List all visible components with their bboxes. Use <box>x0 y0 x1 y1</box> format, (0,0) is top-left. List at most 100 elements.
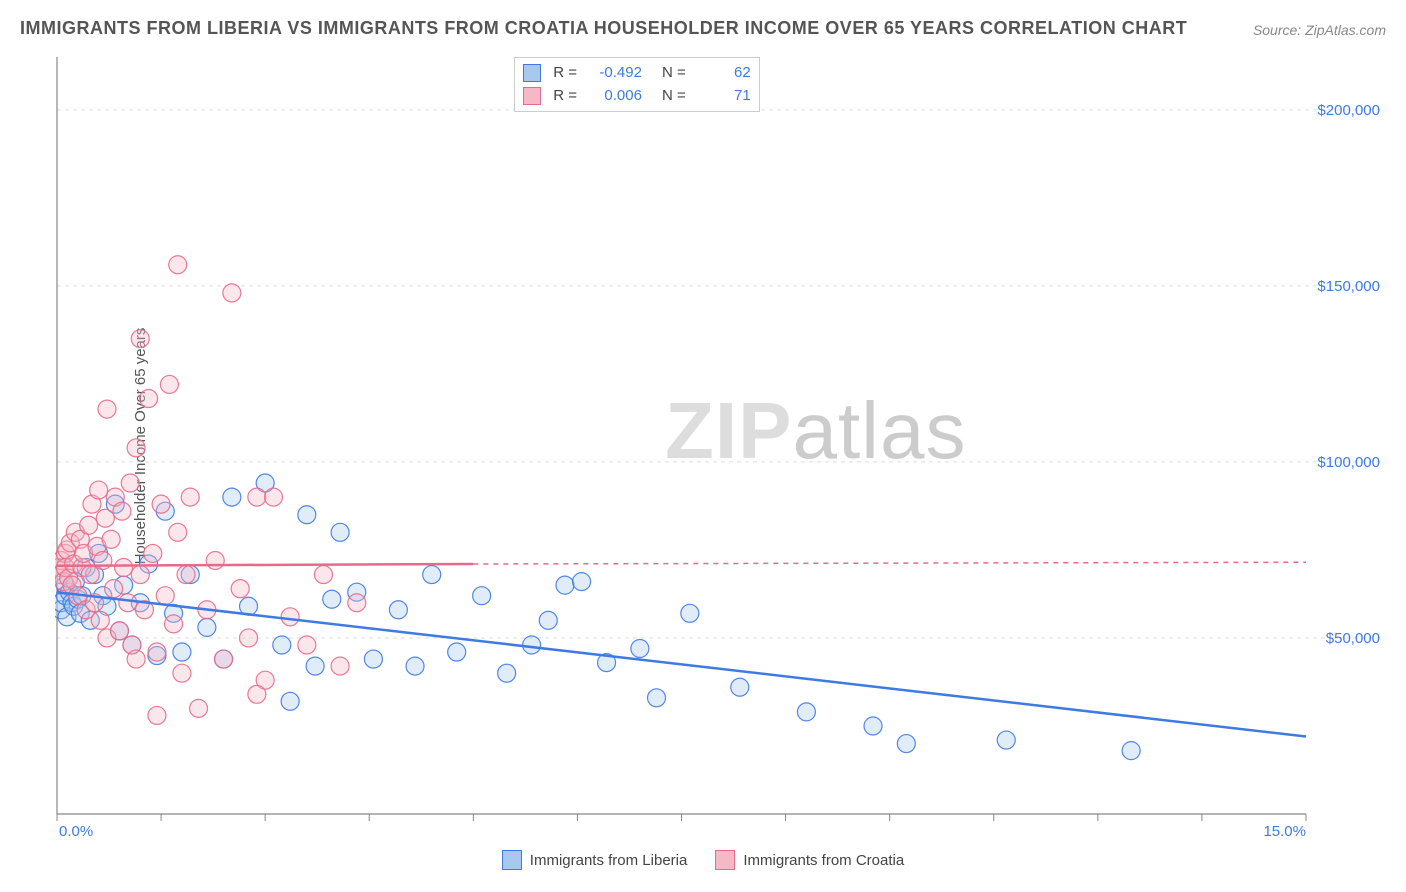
data-point-croatia <box>113 502 131 520</box>
data-point-croatia <box>181 488 199 506</box>
series-legend: Immigrants from Liberia Immigrants from C… <box>0 850 1406 874</box>
data-point-croatia <box>115 559 133 577</box>
legend-label: Immigrants from Croatia <box>743 852 904 869</box>
data-point-croatia <box>81 566 99 584</box>
legend-swatch <box>523 87 541 105</box>
data-point-liberia <box>539 611 557 629</box>
data-point-liberia <box>523 636 541 654</box>
data-point-liberia <box>573 573 591 591</box>
data-point-croatia <box>298 636 316 654</box>
data-point-croatia <box>223 284 241 302</box>
scatter-plot: $50,000$100,000$150,000$200,0000.0%15.0% <box>55 55 1386 842</box>
data-point-croatia <box>173 664 191 682</box>
data-point-croatia <box>190 699 208 717</box>
r-value: -0.492 <box>587 62 642 85</box>
regression-line-dashed-croatia <box>473 562 1306 564</box>
legend-swatch <box>502 850 522 870</box>
data-point-croatia <box>148 643 166 661</box>
data-point-croatia <box>127 439 145 457</box>
data-point-croatia <box>148 706 166 724</box>
data-point-croatia <box>105 580 123 598</box>
data-point-liberia <box>423 566 441 584</box>
data-point-liberia <box>389 601 407 619</box>
data-point-croatia <box>160 375 178 393</box>
data-point-croatia <box>121 474 139 492</box>
data-point-liberia <box>173 643 191 661</box>
data-point-croatia <box>110 622 128 640</box>
data-point-croatia <box>331 657 349 675</box>
data-point-liberia <box>406 657 424 675</box>
data-point-liberia <box>448 643 466 661</box>
data-point-liberia <box>364 650 382 668</box>
data-point-croatia <box>96 509 114 527</box>
data-point-croatia <box>169 256 187 274</box>
legend-swatch <box>715 850 735 870</box>
regression-line-croatia <box>57 564 473 566</box>
data-point-croatia <box>248 685 266 703</box>
data-point-liberia <box>997 731 1015 749</box>
n-label: N = <box>662 62 686 85</box>
legend-swatch <box>523 64 541 82</box>
y-tick-label: $50,000 <box>1326 630 1380 647</box>
y-tick-label: $100,000 <box>1317 454 1380 471</box>
data-point-liberia <box>473 587 491 605</box>
source-attribution: Source: ZipAtlas.com <box>1253 22 1386 38</box>
chart-title: IMMIGRANTS FROM LIBERIA VS IMMIGRANTS FR… <box>20 18 1187 39</box>
data-point-croatia <box>91 611 109 629</box>
data-point-liberia <box>556 576 574 594</box>
data-point-croatia <box>248 488 266 506</box>
data-point-croatia <box>348 594 366 612</box>
data-point-croatia <box>140 390 158 408</box>
data-point-liberia <box>897 735 915 753</box>
data-point-croatia <box>127 650 145 668</box>
legend-item: Immigrants from Liberia <box>502 850 688 870</box>
data-point-croatia <box>80 516 98 534</box>
data-point-liberia <box>631 640 649 658</box>
data-point-liberia <box>323 590 341 608</box>
regression-legend-row: R = 0.006 N = 71 <box>523 85 751 108</box>
data-point-croatia <box>215 650 233 668</box>
data-point-croatia <box>131 566 149 584</box>
data-point-croatia <box>119 594 137 612</box>
y-tick-label: $200,000 <box>1317 102 1380 119</box>
data-point-croatia <box>264 488 282 506</box>
data-point-liberia <box>281 692 299 710</box>
data-point-liberia <box>298 506 316 524</box>
data-point-croatia <box>144 544 162 562</box>
chart-area: $50,000$100,000$150,000$200,0000.0%15.0%… <box>55 55 1386 842</box>
data-point-liberia <box>731 678 749 696</box>
regression-legend-row: R =-0.492N =62 <box>523 62 751 85</box>
data-point-liberia <box>648 689 666 707</box>
legend-label: Immigrants from Liberia <box>530 852 688 869</box>
data-point-liberia <box>681 604 699 622</box>
data-point-croatia <box>314 566 332 584</box>
data-point-liberia <box>797 703 815 721</box>
data-point-croatia <box>281 608 299 626</box>
data-point-croatia <box>240 629 258 647</box>
data-point-croatia <box>165 615 183 633</box>
data-point-liberia <box>331 523 349 541</box>
data-point-liberia <box>198 618 216 636</box>
data-point-croatia <box>131 330 149 348</box>
n-label: N = <box>662 85 686 108</box>
data-point-croatia <box>90 481 108 499</box>
x-tick-label: 0.0% <box>59 823 93 840</box>
data-point-liberia <box>864 717 882 735</box>
r-label: R = <box>553 85 577 108</box>
data-point-liberia <box>498 664 516 682</box>
r-label: R = <box>553 62 577 85</box>
data-point-croatia <box>156 587 174 605</box>
data-point-croatia <box>206 551 224 569</box>
n-value: 71 <box>696 85 751 108</box>
data-point-croatia <box>102 530 120 548</box>
y-tick-label: $150,000 <box>1317 278 1380 295</box>
data-point-croatia <box>231 580 249 598</box>
legend-item: Immigrants from Croatia <box>715 850 904 870</box>
regression-legend: R =-0.492N =62R =0.006N =71 <box>514 57 760 112</box>
data-point-liberia <box>223 488 241 506</box>
data-point-liberia <box>273 636 291 654</box>
data-point-liberia <box>1122 742 1140 760</box>
r-value: 0.006 <box>587 85 642 108</box>
data-point-croatia <box>98 400 116 418</box>
data-point-croatia <box>152 495 170 513</box>
